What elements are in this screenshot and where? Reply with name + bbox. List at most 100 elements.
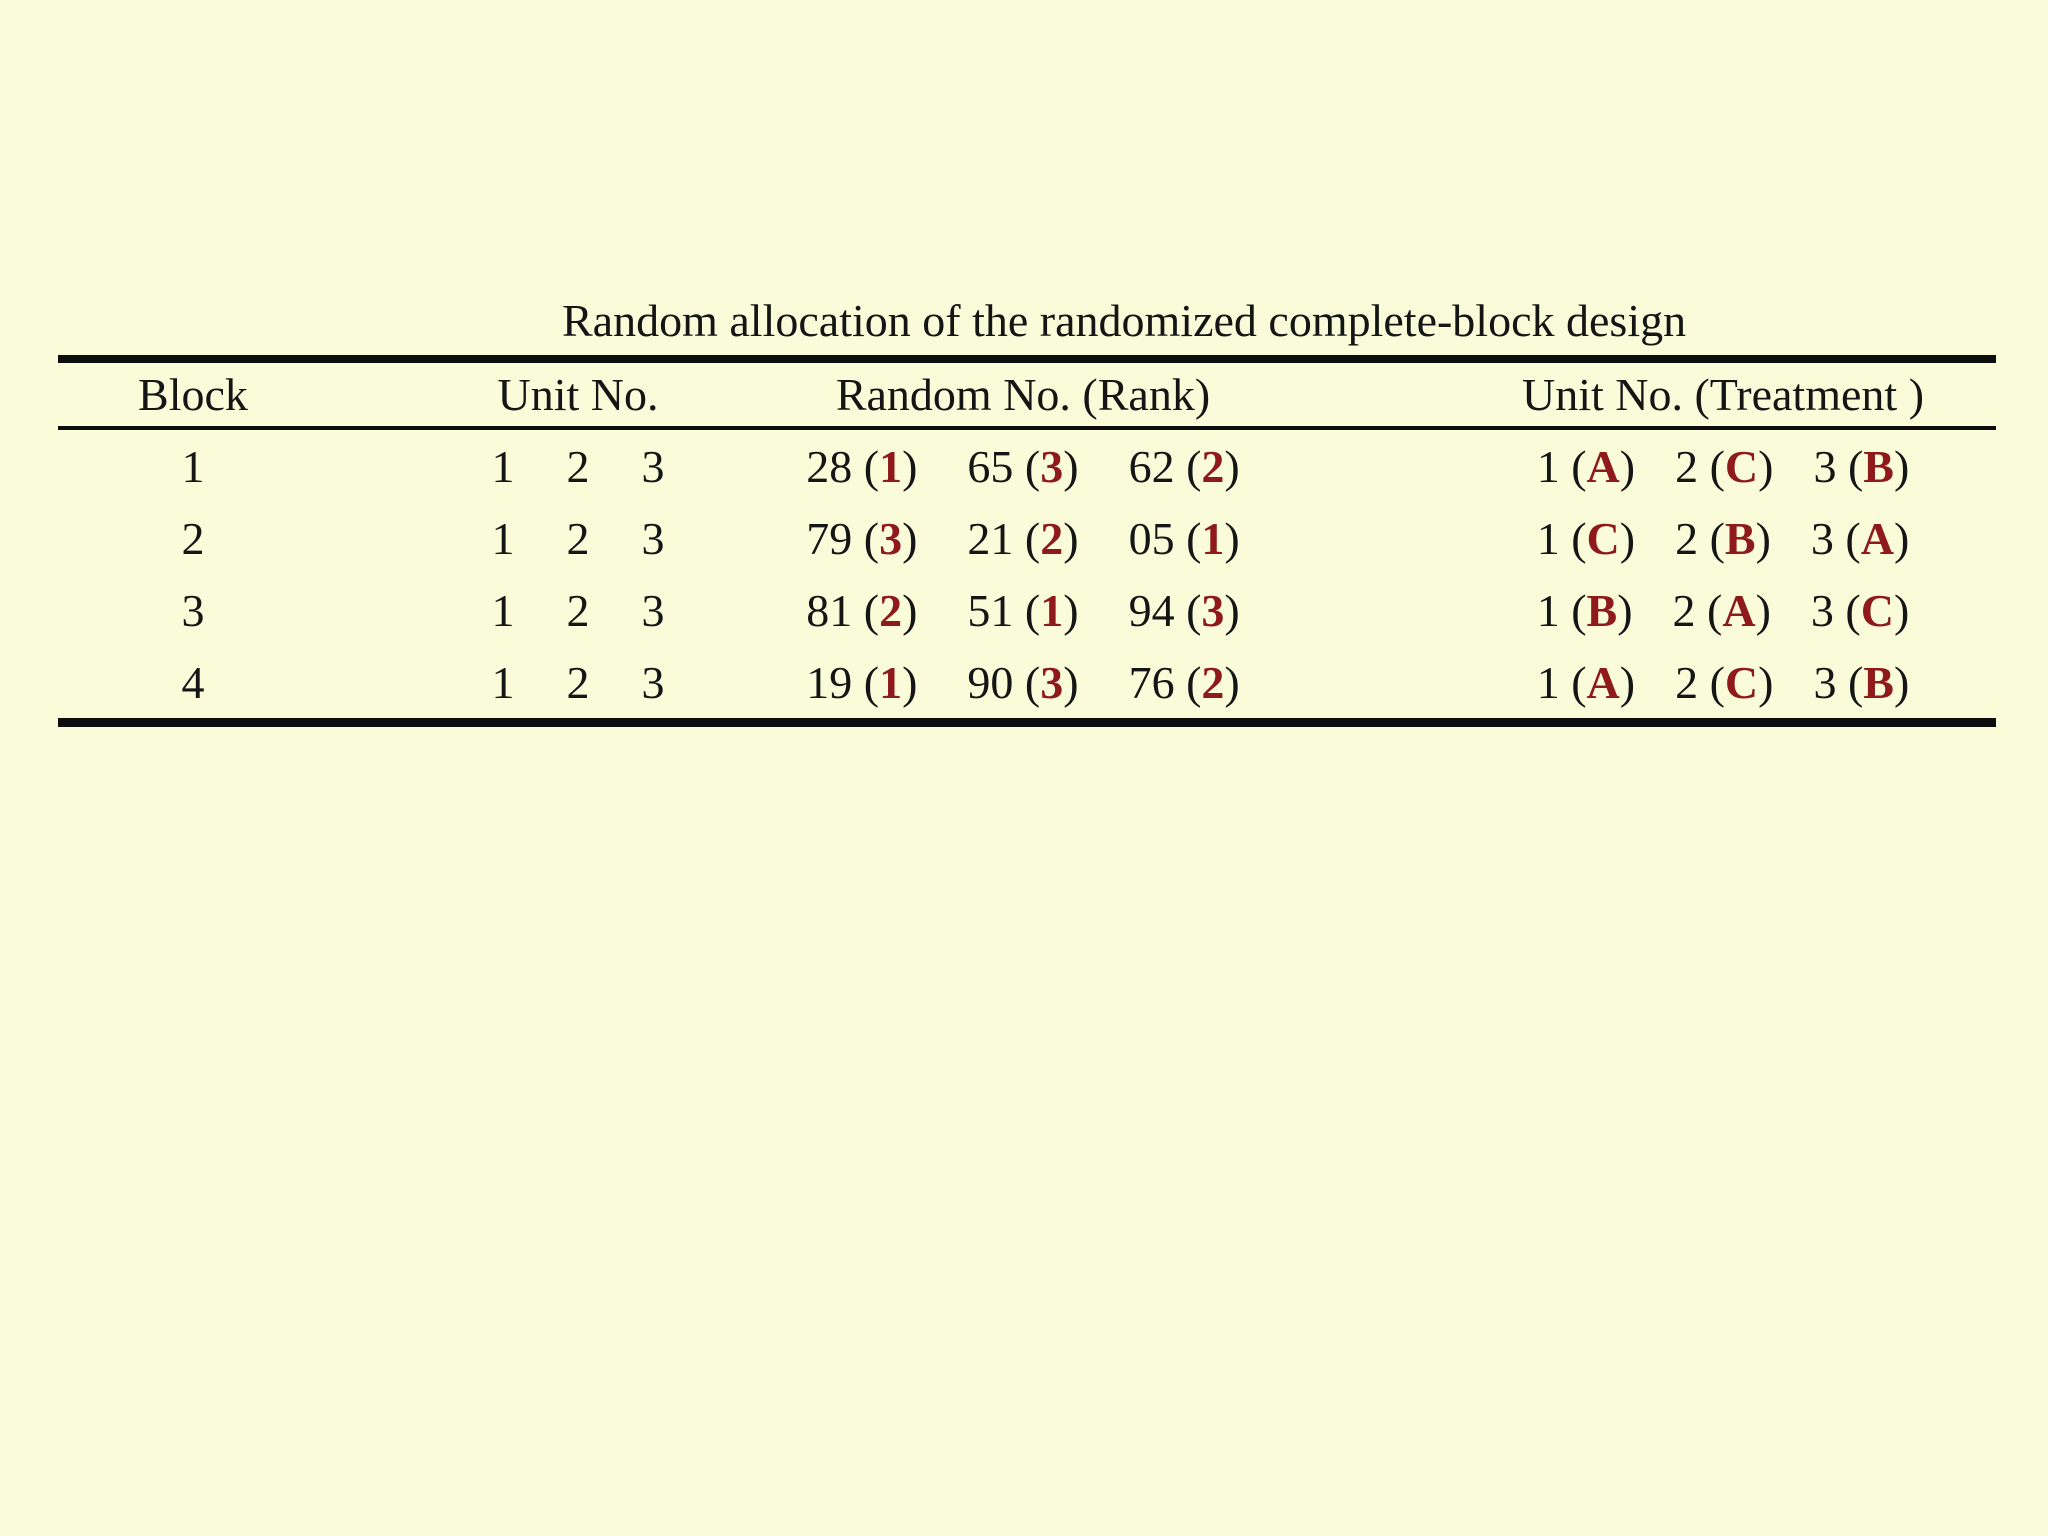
random-value: 19 (1) — [806, 656, 917, 709]
random-number: 94 ( — [1128, 584, 1202, 636]
unit-number: 3 ( — [1813, 656, 1864, 708]
treatment-value: 1 (C) — [1537, 512, 1635, 565]
treatment-value: 1 (B) — [1537, 584, 1633, 637]
treatment-value: 1 (A) — [1537, 656, 1635, 709]
paren: ) — [1063, 440, 1079, 492]
paren: ) — [1063, 584, 1079, 636]
paren: ) — [1224, 656, 1240, 708]
paren: ) — [1224, 440, 1240, 492]
random-no-cell: 19 (1) 90 (3) 76 (2) — [708, 656, 1338, 709]
random-value: 65 (3) — [967, 440, 1078, 493]
treatment-value: 1 (A) — [1537, 440, 1635, 493]
paren: ) — [1224, 584, 1240, 636]
treatment-letter: B — [1586, 584, 1618, 636]
treatment-cell: 1 (B) 2 (A) 3 (C) — [1338, 584, 1996, 637]
paren: ) — [1893, 656, 1910, 708]
block-cell: 3 — [58, 584, 328, 637]
table-row: 4 1 2 3 19 (1) 90 (3) 76 (2) 1 (A) 2 (C)… — [58, 646, 1996, 718]
treatment-letter: A — [1586, 440, 1620, 492]
treatment-letter: B — [1863, 440, 1894, 492]
unit-number: 2 — [566, 440, 590, 492]
unit-number: 3 ( — [1813, 440, 1864, 492]
unit-no-cell: 1 2 3 — [328, 440, 708, 493]
unit-number: 3 — [641, 656, 665, 708]
unit-number: 3 ( — [1810, 584, 1861, 636]
rank-number: 3 — [879, 512, 903, 564]
rank-number: 2 — [1201, 656, 1225, 708]
paren: ) — [1063, 656, 1079, 708]
paren: ) — [1619, 656, 1636, 708]
paren: ) — [902, 584, 918, 636]
paren: ) — [1893, 512, 1910, 564]
treatment-cell: 1 (A) 2 (C) 3 (B) — [1338, 656, 1996, 709]
rank-number: 3 — [1201, 584, 1225, 636]
table-row: 3 1 2 3 81 (2) 51 (1) 94 (3) 1 (B) 2 (A)… — [58, 574, 1996, 646]
random-value: 51 (1) — [967, 584, 1078, 637]
random-number: 90 ( — [967, 656, 1041, 708]
random-value: 94 (3) — [1129, 584, 1240, 637]
block-cell: 2 — [58, 512, 328, 565]
random-number: 21 ( — [967, 512, 1041, 564]
paren: ) — [1893, 440, 1910, 492]
unit-number: 1 ( — [1536, 512, 1587, 564]
unit-number: 1 — [491, 584, 515, 636]
treatment-letter: C — [1724, 656, 1759, 708]
table-top-rule — [58, 355, 1996, 363]
treatment-letter: C — [1586, 512, 1620, 564]
treatment-value: 3 (B) — [1813, 440, 1909, 493]
unit-number: 1 — [491, 656, 515, 708]
unit-number: 2 — [566, 512, 590, 564]
random-number: 79 ( — [806, 512, 880, 564]
slide-title: Random allocation of the randomized comp… — [562, 295, 1687, 346]
paren: ) — [1617, 584, 1633, 636]
treatment-letter: B — [1724, 512, 1756, 564]
unit-number: 3 — [641, 584, 665, 636]
unit-number: 1 ( — [1536, 584, 1587, 636]
unit-number: 2 ( — [1675, 512, 1725, 564]
paren: ) — [1758, 656, 1774, 708]
treatment-value: 3 (B) — [1813, 656, 1909, 709]
unit-number: 1 ( — [1536, 440, 1587, 492]
random-number: 81 ( — [806, 584, 880, 636]
paren: ) — [1063, 512, 1079, 564]
random-value: 21 (2) — [967, 512, 1078, 565]
treatment-letter: A — [1586, 656, 1620, 708]
rank-number: 1 — [879, 440, 903, 492]
block-number: 1 — [181, 440, 205, 492]
treatment-cell: 1 (C) 2 (B) 3 (A) — [1338, 512, 1996, 565]
unit-number: 3 — [641, 512, 665, 564]
unit-number: 1 — [491, 440, 515, 492]
table-header-row: Block Unit No. Random No. (Rank) Unit No… — [58, 363, 1996, 426]
rank-number: 2 — [1201, 440, 1225, 492]
random-no-cell: 81 (2) 51 (1) 94 (3) — [708, 584, 1338, 637]
treatment-cell: 1 (A) 2 (C) 3 (B) — [1338, 440, 1996, 493]
table-header-rule — [58, 426, 1996, 430]
treatment-value: 3 (C) — [1811, 584, 1909, 637]
treatment-letter: C — [1724, 440, 1759, 492]
paren: ) — [902, 440, 918, 492]
random-value: 76 (2) — [1129, 656, 1240, 709]
treatment-letter: A — [1722, 584, 1756, 636]
allocation-table: Block Unit No. Random No. (Rank) Unit No… — [58, 355, 1996, 727]
unit-number: 2 ( — [1675, 656, 1725, 708]
random-number: 28 ( — [806, 440, 880, 492]
random-number: 65 ( — [967, 440, 1041, 492]
paren: ) — [1893, 584, 1910, 636]
unit-number: 2 ( — [1675, 440, 1725, 492]
header-random-no: Random No. (Rank) — [835, 369, 1211, 420]
block-cell: 4 — [58, 656, 328, 709]
block-number: 3 — [181, 584, 205, 636]
random-number: 76 ( — [1128, 656, 1202, 708]
rank-number: 2 — [879, 584, 903, 636]
random-value: 05 (1) — [1129, 512, 1240, 565]
rank-number: 2 — [1040, 512, 1064, 564]
unit-number: 1 — [491, 512, 515, 564]
header-unit-treatment: Unit No. (Treatment ) — [1521, 369, 1925, 420]
rank-number: 3 — [1040, 656, 1064, 708]
treatment-value: 2 (B) — [1675, 512, 1771, 565]
treatment-letter: A — [1860, 512, 1894, 564]
random-value: 79 (3) — [806, 512, 917, 565]
random-no-cell: 28 (1) 65 (3) 62 (2) — [708, 440, 1338, 493]
random-no-cell: 79 (3) 21 (2) 05 (1) — [708, 512, 1338, 565]
